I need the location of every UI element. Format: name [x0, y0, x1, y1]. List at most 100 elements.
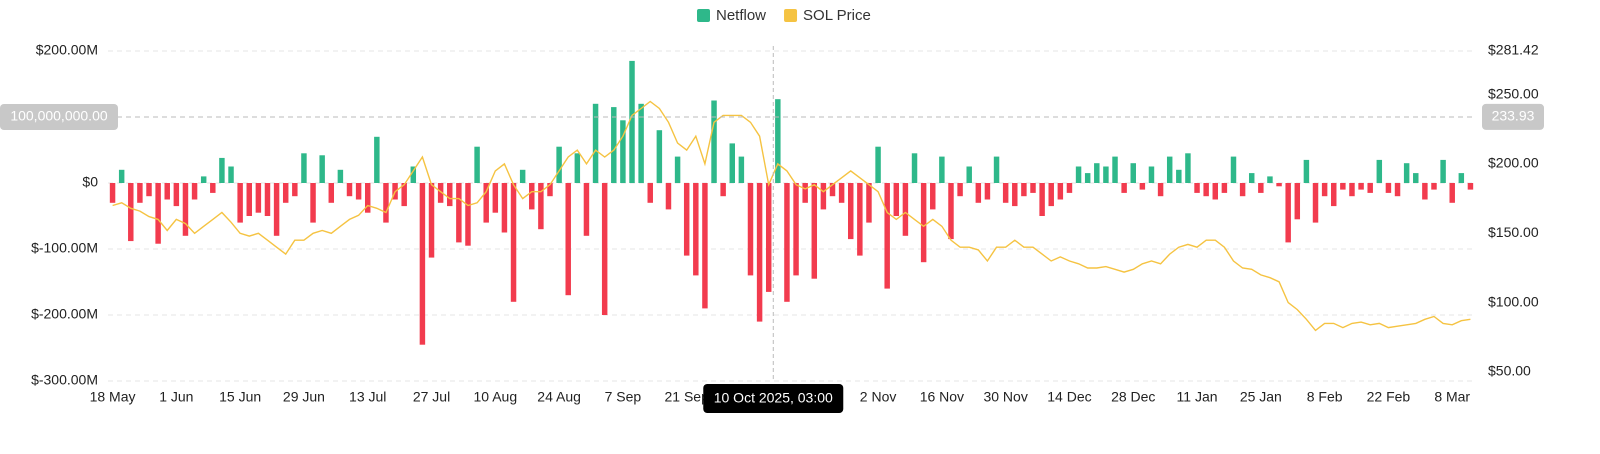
bar	[1403, 163, 1410, 183]
bar	[1039, 183, 1045, 216]
bar	[191, 183, 198, 200]
bar	[911, 153, 918, 183]
bar	[1066, 183, 1073, 193]
bar	[1440, 159, 1446, 183]
crosshair-y-label: 100,000,000.00	[10, 108, 108, 124]
bar	[1139, 183, 1146, 190]
bar	[902, 183, 909, 236]
bar	[656, 130, 663, 183]
bar	[1185, 153, 1191, 183]
bar	[292, 183, 298, 197]
crosshair-y-box	[0, 104, 118, 130]
bar	[802, 183, 808, 203]
bar	[118, 169, 125, 183]
legend-swatch	[784, 9, 798, 22]
x-tick-label: 8 Feb	[1307, 389, 1343, 405]
bar	[993, 156, 1000, 183]
bar	[866, 183, 872, 223]
bar	[1103, 166, 1109, 183]
legend: Netflow SOL Price	[697, 7, 871, 24]
x-tick-label: 18 May	[90, 389, 136, 405]
x-tick-label: 1 Jun	[159, 389, 193, 405]
bar	[310, 183, 316, 223]
bar	[246, 183, 252, 216]
price-line	[112, 100, 1471, 332]
bar	[401, 183, 407, 207]
crosshair-y2-box	[1482, 103, 1544, 130]
bar	[456, 183, 462, 243]
bar	[547, 183, 553, 197]
y-tick-label: $-300.00M	[31, 372, 98, 388]
x-tick-label: 22 Feb	[1367, 389, 1411, 405]
bar	[565, 183, 571, 296]
bar	[1267, 176, 1273, 183]
bar	[364, 183, 371, 213]
bar	[592, 103, 599, 183]
bar	[857, 183, 863, 256]
x-tick-label: 8 Mar	[1434, 389, 1470, 405]
bar	[228, 166, 234, 183]
x-tick-label: 2 Nov	[860, 389, 897, 405]
bar	[346, 183, 353, 197]
bar	[1394, 183, 1401, 197]
crosshair-y2-label: 233.93	[1492, 108, 1535, 124]
bar	[829, 183, 836, 197]
x-tick-label: 11 Jan	[1177, 389, 1218, 405]
bar	[374, 136, 380, 183]
legend-label: Netflow	[716, 7, 766, 24]
legend-label: SOL Price	[803, 7, 871, 24]
bar	[255, 183, 262, 213]
bar	[465, 183, 471, 246]
bar	[638, 103, 644, 183]
crosshair-x-box	[703, 384, 844, 413]
bar	[1303, 159, 1310, 183]
y2-tick-label: $250.00	[1488, 85, 1539, 101]
bar	[601, 183, 608, 315]
bar	[1057, 183, 1064, 200]
y-tick-label: $200.00M	[36, 42, 98, 58]
bar	[574, 153, 581, 183]
bar	[838, 183, 845, 203]
bar	[1130, 163, 1136, 183]
x-tick-label: 10 Aug	[474, 389, 518, 405]
x-tick-label: 27 Jul	[413, 389, 450, 405]
bar	[984, 183, 991, 200]
bar	[1176, 169, 1182, 183]
bar	[419, 183, 426, 345]
bar	[210, 183, 216, 193]
x-tick-label: 14 Dec	[1047, 389, 1091, 405]
bar	[1340, 183, 1346, 190]
bar	[811, 183, 818, 279]
bar	[1431, 183, 1437, 190]
bar	[793, 183, 799, 276]
bar	[1148, 166, 1155, 183]
x-tick-label: 21 Sep	[665, 389, 710, 405]
bar	[128, 183, 134, 242]
bar	[1157, 183, 1164, 197]
bar	[647, 183, 653, 203]
bar	[1385, 183, 1392, 193]
bar	[784, 183, 790, 302]
bar	[538, 183, 544, 230]
y-tick-label: $0	[82, 174, 98, 190]
x-tick-label: 13 Jul	[349, 389, 386, 405]
bar	[1166, 156, 1173, 183]
bar	[920, 183, 927, 263]
bar	[1248, 173, 1255, 183]
bar	[765, 183, 772, 292]
bar	[1331, 183, 1337, 207]
bar	[756, 183, 763, 322]
bar	[173, 183, 180, 207]
bar	[884, 183, 890, 289]
bar	[273, 183, 280, 236]
bar	[1221, 183, 1228, 193]
bar	[711, 100, 717, 183]
bar	[1376, 159, 1383, 183]
bar	[1203, 183, 1209, 197]
bar	[1285, 183, 1291, 243]
bar	[1230, 156, 1237, 183]
bar	[410, 166, 417, 183]
x-tick-label: 16 Nov	[920, 389, 964, 405]
bar	[355, 183, 362, 200]
bar	[1458, 173, 1465, 183]
